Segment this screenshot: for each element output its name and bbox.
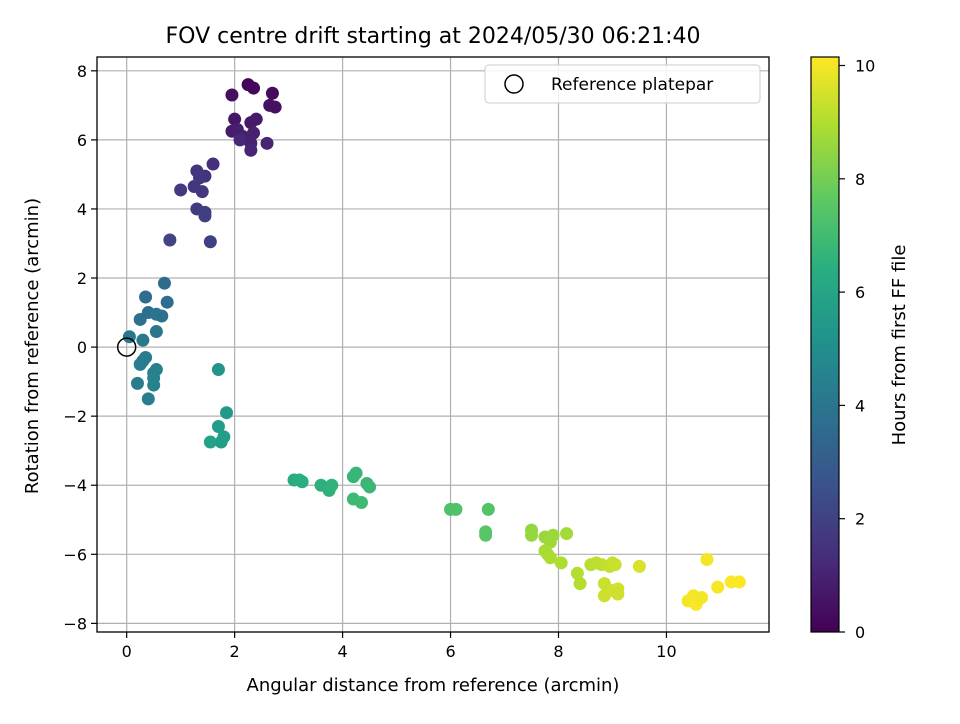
data-point (554, 556, 568, 570)
data-point (149, 325, 163, 339)
data-point (225, 88, 239, 102)
data-point (174, 183, 188, 197)
data-point (147, 371, 161, 385)
data-point (260, 136, 274, 150)
x-tick-label: 10 (656, 642, 676, 661)
reference-marker (116, 337, 137, 357)
data-point (247, 81, 261, 95)
x-tick-label: 8 (553, 642, 563, 661)
colorbar-tick-label: 4 (855, 396, 865, 415)
data-point (632, 559, 646, 573)
data-point (195, 185, 209, 199)
data-point (265, 86, 279, 100)
data-point (203, 235, 217, 249)
data-point (560, 527, 574, 541)
data-point (220, 406, 234, 420)
axes: 0 2 4 6 8 10 −8 −6 −4 −2 0 2 4 6 8 (63, 56, 770, 661)
chart-title: FOV centre drift starting at 2024/05/30 … (166, 24, 701, 49)
data-point (325, 478, 339, 492)
x-tick-label: 2 (230, 642, 240, 661)
y-tick-label: 2 (77, 269, 87, 288)
y-tick-label: −2 (63, 407, 87, 426)
data-point (363, 480, 377, 494)
data-point (349, 466, 363, 480)
data-point (136, 354, 150, 368)
data-point (263, 98, 277, 112)
y-tick-label: 8 (77, 62, 87, 81)
y-tick-label: −8 (63, 614, 87, 633)
colorbar-tick-label: 6 (855, 283, 865, 302)
data-point (292, 473, 306, 487)
legend-label: Reference platepar (551, 75, 713, 95)
data-point (155, 309, 169, 323)
grid (97, 57, 769, 632)
data-point (198, 209, 212, 223)
data-point (711, 580, 725, 594)
data-point (139, 290, 153, 304)
data-point (732, 575, 746, 589)
data-point (479, 528, 493, 542)
data-point (233, 133, 247, 147)
plot-frame (96, 56, 770, 633)
data-point (193, 171, 207, 185)
x-tick-label: 6 (445, 642, 455, 661)
data-point (141, 392, 155, 406)
data-point (449, 502, 463, 516)
data-point (249, 112, 263, 126)
data-point (525, 528, 539, 542)
data-points (116, 78, 746, 611)
data-point (214, 435, 228, 449)
data-point (136, 333, 150, 347)
x-tick-label: 0 (122, 642, 132, 661)
legend-box (484, 64, 761, 104)
y-tick-label: 4 (77, 200, 87, 219)
data-point (695, 590, 709, 604)
data-point (700, 552, 714, 566)
y-tick-label: −4 (63, 476, 87, 495)
colorbar-tick-label: 10 (855, 56, 875, 75)
data-point (211, 420, 225, 434)
data-point (608, 558, 622, 572)
data-point (160, 295, 174, 309)
data-point (157, 276, 171, 290)
data-point (228, 112, 242, 126)
data-point (543, 551, 557, 565)
legend: Reference platepar (484, 64, 761, 104)
data-point (130, 376, 144, 390)
data-point (206, 157, 220, 171)
y-axis-label: Rotation from reference (arcmin) (22, 198, 43, 494)
colorbar: 0 2 4 6 8 10 (810, 56, 875, 642)
data-point (481, 502, 495, 516)
colorbar-tick-label: 0 (855, 623, 865, 642)
data-point (247, 126, 261, 140)
data-point (573, 577, 587, 591)
y-tick-label: −6 (63, 545, 87, 564)
data-point (163, 233, 177, 247)
colorbar-tick-label: 2 (855, 510, 865, 529)
legend-marker (504, 74, 524, 94)
data-point (611, 587, 625, 601)
colorbar-gradient (810, 56, 840, 633)
colorbar-label: Hours from first FF file (889, 245, 910, 446)
data-point (244, 143, 258, 157)
y-tick-label: 0 (77, 338, 87, 357)
x-tick-label: 4 (337, 642, 347, 661)
x-axis-label: Angular distance from reference (arcmin) (247, 675, 620, 696)
y-tick-label: 6 (77, 131, 87, 150)
data-point (570, 566, 584, 580)
colorbar-tick-label: 8 (855, 170, 865, 189)
data-point (203, 435, 217, 449)
data-point (211, 363, 225, 377)
data-point (354, 495, 368, 509)
